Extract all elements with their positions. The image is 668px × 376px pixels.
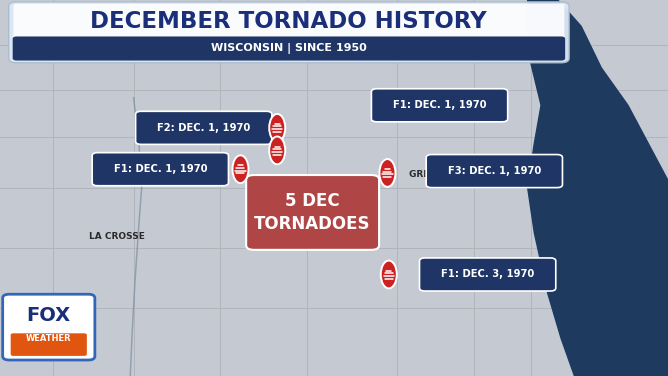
Text: F1: DEC. 3, 1970: F1: DEC. 3, 1970 — [441, 270, 534, 279]
FancyBboxPatch shape — [371, 89, 508, 122]
Text: LA CROSSE: LA CROSSE — [89, 232, 145, 241]
FancyBboxPatch shape — [420, 258, 556, 291]
FancyBboxPatch shape — [136, 111, 272, 144]
Ellipse shape — [381, 261, 397, 288]
Text: DECEMBER TORNADO HISTORY: DECEMBER TORNADO HISTORY — [90, 10, 487, 33]
FancyBboxPatch shape — [92, 153, 228, 186]
FancyBboxPatch shape — [13, 36, 565, 61]
Text: WISCONSIN | SINCE 1950: WISCONSIN | SINCE 1950 — [210, 43, 367, 55]
Text: 5 DEC
TORNADOES: 5 DEC TORNADOES — [255, 192, 371, 233]
FancyBboxPatch shape — [3, 294, 95, 360]
Text: GREEN BAY: GREEN BAY — [409, 170, 466, 179]
FancyBboxPatch shape — [426, 155, 562, 188]
Text: F3: DEC. 1, 1970: F3: DEC. 1, 1970 — [448, 166, 541, 176]
FancyBboxPatch shape — [11, 333, 87, 356]
FancyBboxPatch shape — [246, 175, 379, 250]
Text: FOX: FOX — [27, 306, 71, 325]
Text: F1: DEC. 1, 1970: F1: DEC. 1, 1970 — [114, 164, 207, 174]
FancyBboxPatch shape — [9, 2, 569, 63]
Ellipse shape — [232, 155, 248, 183]
Polygon shape — [528, 0, 668, 376]
FancyBboxPatch shape — [13, 4, 564, 43]
Text: WEATHER: WEATHER — [26, 334, 71, 343]
Ellipse shape — [269, 136, 285, 164]
Ellipse shape — [379, 159, 395, 187]
Text: F1: DEC. 1, 1970: F1: DEC. 1, 1970 — [393, 100, 486, 110]
Ellipse shape — [269, 114, 285, 142]
Text: F2: DEC. 1, 1970: F2: DEC. 1, 1970 — [157, 123, 250, 133]
